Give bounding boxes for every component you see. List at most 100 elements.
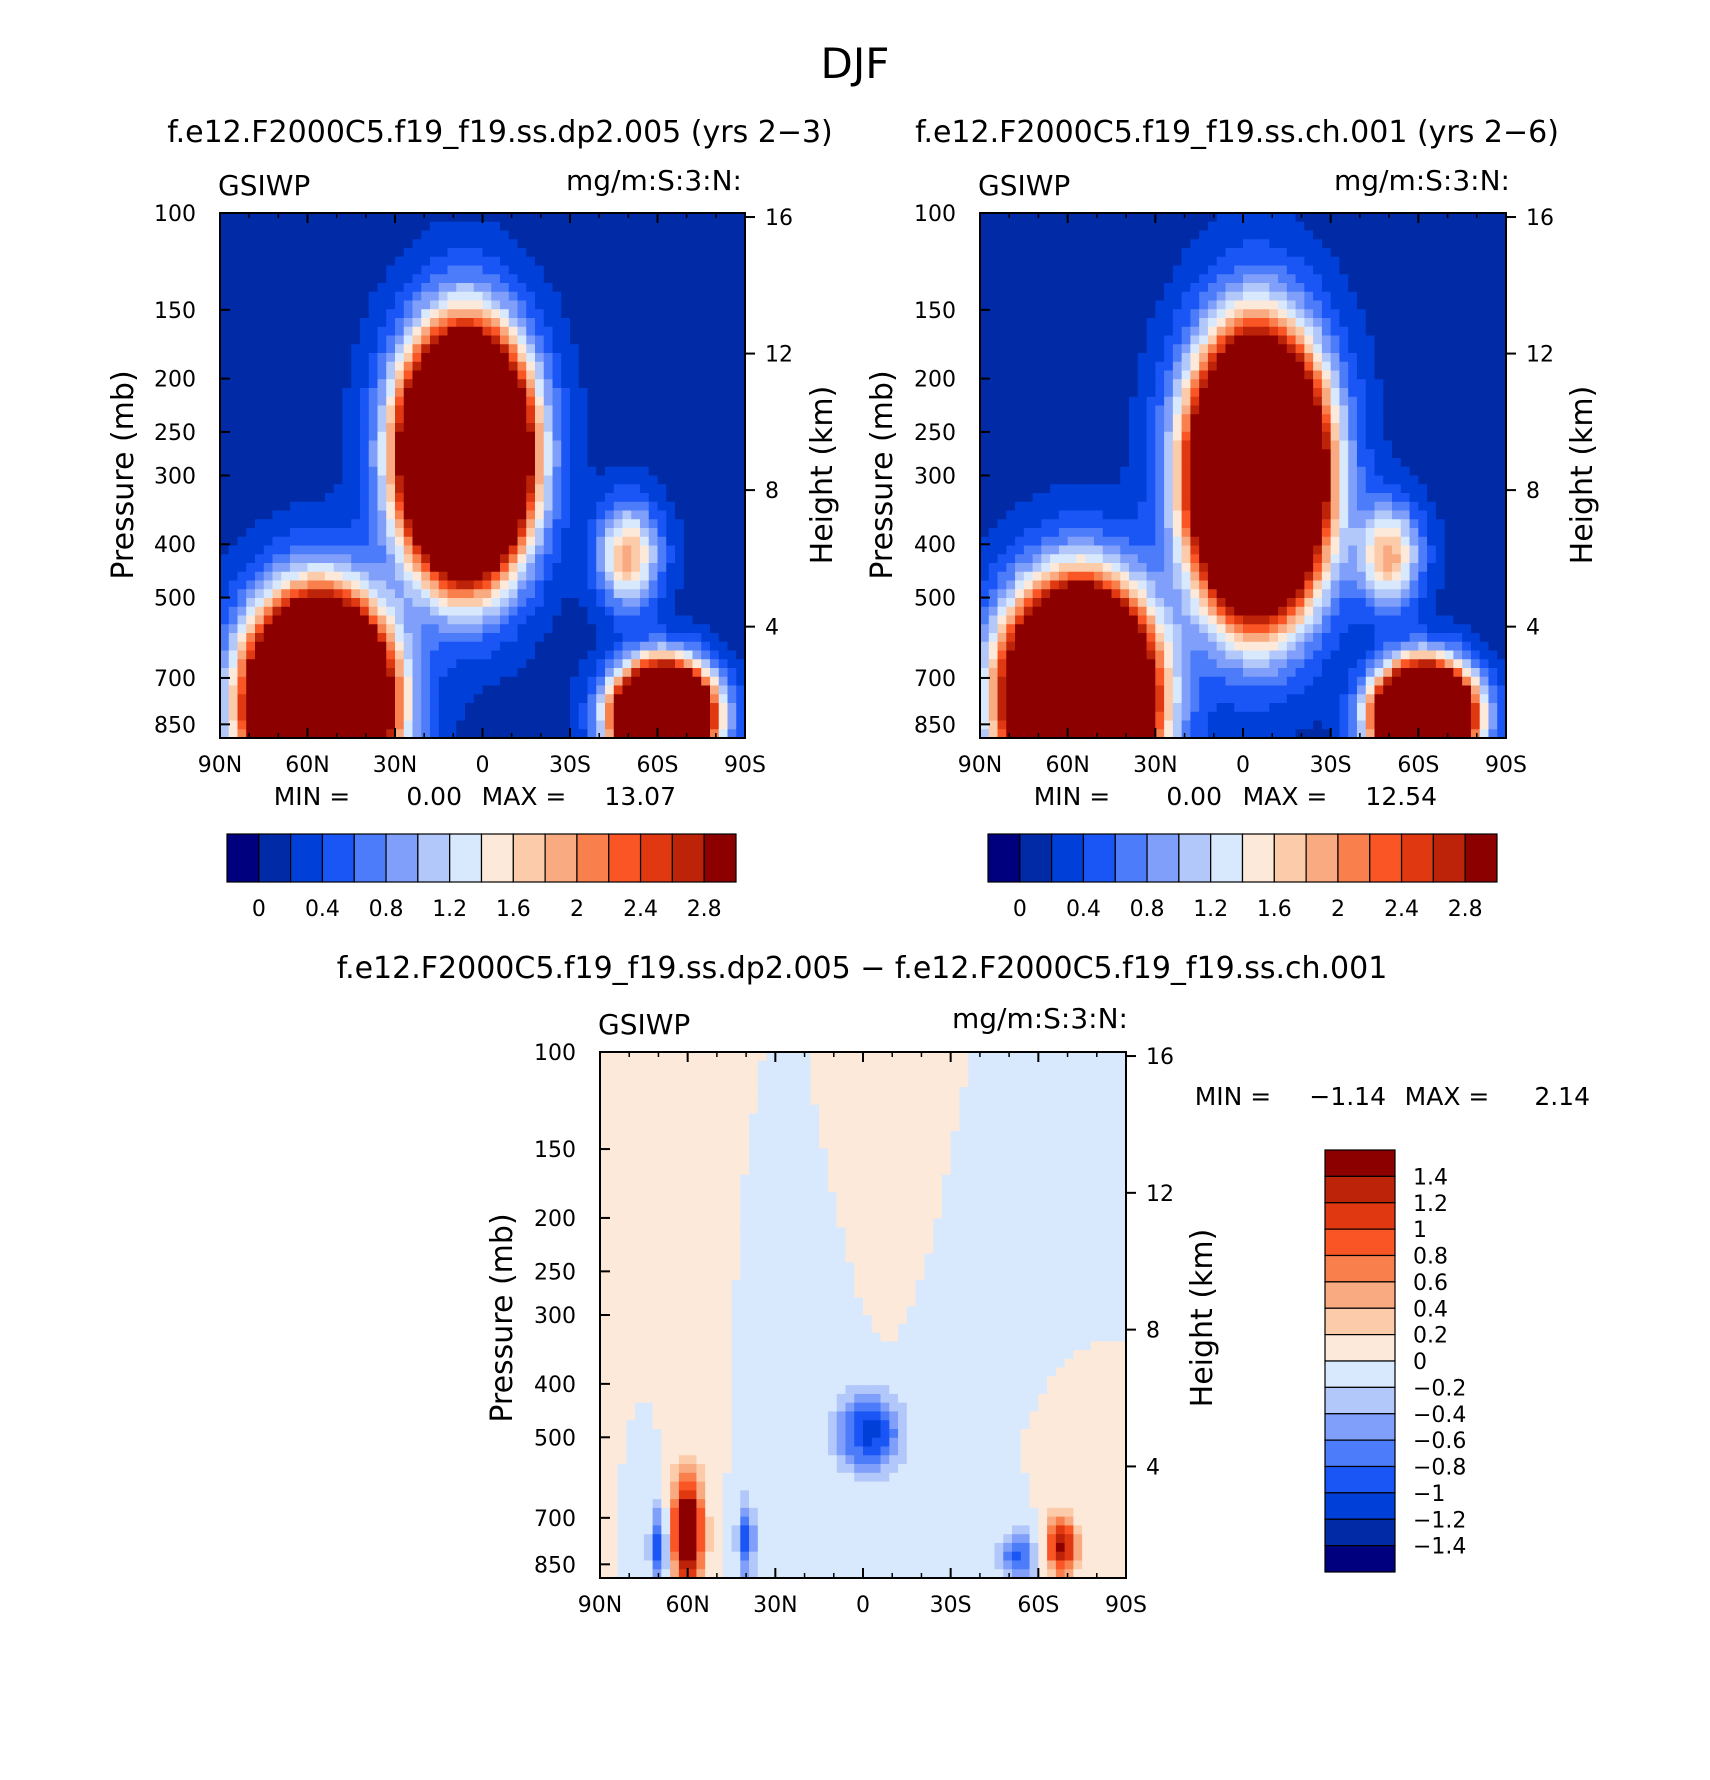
x-tick-label: 90N — [198, 753, 242, 778]
contour-cell — [403, 711, 414, 722]
contour-cell — [613, 545, 624, 555]
contour-cell — [988, 300, 999, 310]
contour-cell — [447, 510, 457, 520]
contour-cell — [403, 405, 414, 415]
contour-cell — [333, 414, 344, 424]
contour-cell — [543, 589, 554, 599]
contour-cell — [482, 519, 492, 529]
contour-cell — [360, 519, 370, 529]
contour-cell — [1155, 318, 1165, 328]
contour-cell — [1032, 615, 1042, 625]
contour-cell — [1155, 405, 1165, 415]
contour-cell — [421, 501, 431, 512]
contour-cell — [1006, 694, 1016, 704]
contour-cell — [631, 396, 641, 407]
contour-cell — [482, 265, 492, 275]
contour-cell — [447, 458, 457, 468]
contour-cell — [482, 248, 492, 258]
contour-cell — [1085, 265, 1095, 275]
contour-cell — [1015, 580, 1025, 590]
contour-cell — [535, 563, 545, 573]
contour-cell — [1058, 318, 1069, 328]
contour-cell — [980, 370, 990, 380]
contour-cell — [290, 554, 300, 564]
contour-cell — [605, 431, 615, 442]
contour-cell — [447, 353, 457, 363]
contour-cell — [1041, 440, 1051, 450]
contour-cell — [237, 685, 247, 695]
contour-cell — [298, 256, 309, 267]
contour-cell — [220, 493, 230, 503]
contour-cell — [552, 598, 562, 608]
contour-cell — [342, 283, 352, 293]
contour-cell — [482, 694, 492, 704]
contour-cell — [1076, 431, 1086, 442]
contour-cell — [246, 580, 256, 590]
contour-cell — [517, 624, 527, 634]
contour-cell — [246, 676, 256, 687]
contour-cell — [535, 291, 545, 302]
contour-cell — [701, 405, 711, 415]
contour-cell — [692, 361, 702, 372]
contour-cell — [543, 650, 554, 660]
contour-cell — [456, 536, 466, 547]
contour-cell — [1032, 668, 1042, 678]
contour-cell — [666, 256, 676, 267]
contour-cell — [386, 466, 396, 477]
contour-cell — [377, 606, 387, 617]
contour-cell — [535, 361, 545, 372]
contour-cell — [1093, 353, 1104, 363]
contour-cell — [543, 300, 554, 310]
contour-cell — [622, 396, 632, 407]
contour-cell — [377, 694, 387, 704]
contour-cell — [701, 318, 711, 328]
contour-cell — [290, 265, 300, 275]
contour-cell — [255, 449, 265, 459]
contour-cell — [1032, 545, 1042, 555]
contour-cell — [1164, 291, 1174, 302]
contour-cell — [360, 414, 370, 424]
contour-cell — [631, 388, 641, 398]
contour-cell — [988, 501, 999, 512]
contour-cell — [535, 440, 545, 450]
contour-cell — [736, 213, 746, 223]
contour-cell — [482, 458, 492, 468]
contour-cell — [570, 685, 580, 695]
contour-cell — [508, 431, 519, 442]
contour-cell — [1076, 318, 1086, 328]
contour-cell — [1067, 449, 1078, 459]
contour-cell — [447, 221, 457, 232]
contour-cell — [1041, 213, 1051, 223]
contour-cell — [1120, 729, 1130, 739]
contour-cell — [1067, 283, 1078, 293]
contour-cell — [456, 388, 466, 398]
contour-cell — [683, 283, 694, 293]
contour-cell — [456, 650, 466, 660]
contour-cell — [421, 641, 431, 652]
contour-cell — [1129, 641, 1139, 652]
contour-cell — [342, 711, 352, 722]
contour-cell — [701, 309, 711, 319]
contour-cell — [298, 650, 309, 660]
contour-cell — [988, 318, 999, 328]
contour-cell — [368, 239, 379, 249]
contour-cell — [657, 633, 667, 643]
contour-cell — [605, 659, 615, 669]
contour-cell — [1085, 440, 1095, 450]
contour-cell — [1032, 659, 1042, 669]
contour-cell — [1093, 510, 1104, 520]
contour-cell — [622, 405, 632, 415]
contour-cell — [727, 248, 737, 258]
contour-cell — [640, 659, 650, 669]
contour-cell — [570, 659, 580, 669]
contour-cell — [535, 685, 545, 695]
x-tick-label: 60S — [637, 753, 679, 778]
contour-cell — [736, 353, 746, 363]
contour-cell — [290, 703, 300, 713]
contour-cell — [517, 274, 527, 284]
contour-cell — [980, 650, 990, 660]
contour-cell — [596, 641, 606, 652]
contour-cell — [1058, 606, 1069, 617]
contour-cell — [246, 344, 256, 354]
contour-cell — [307, 388, 317, 398]
